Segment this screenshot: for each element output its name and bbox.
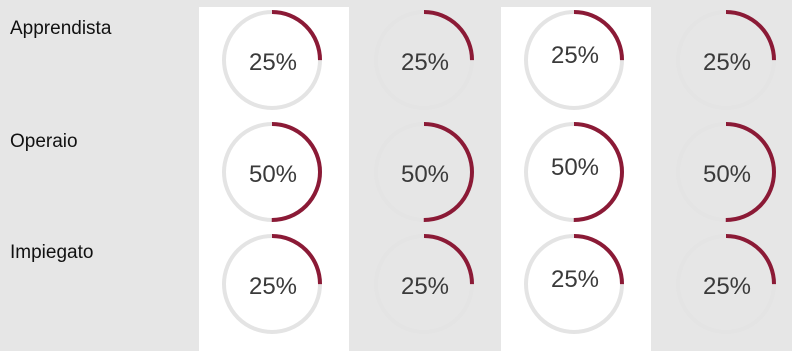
row-label-operaio: Operaio [10,131,78,152]
gauge-ring [374,122,474,222]
gauge-progress-arc [676,122,776,222]
progress-gauge: 50% [676,122,776,222]
progress-gauge: 25% [676,234,776,334]
gauge-percent-label: 25% [400,273,450,300]
gauge-progress-arc [676,234,776,334]
row-label-impiegato: Impiegato [10,242,94,263]
progress-gauge: 25% [222,10,322,110]
gauge-percent-label: 50% [248,161,298,188]
gauge-percent-label: 50% [400,161,450,188]
gauge-ring [222,10,322,110]
gauge-progress-arc [676,10,776,110]
gauge-progress-arc [524,122,624,222]
gauge-percent-label: 25% [550,266,600,293]
gauge-ring [676,234,776,334]
gauge-percent-label: 25% [550,42,600,69]
gauge-percent-label: 25% [400,49,450,76]
progress-gauge: 25% [524,234,624,334]
gauge-progress-arc [374,234,474,334]
gauge-progress-arc [222,10,322,110]
gauge-percent-label: 50% [702,161,752,188]
progress-gauge: 25% [524,10,624,110]
gauge-progress-arc [374,122,474,222]
progress-gauge: 25% [676,10,776,110]
progress-gauge: 25% [222,234,322,334]
gauge-ring [374,234,474,334]
gauge-progress-arc [524,234,624,334]
gauge-ring [374,10,474,110]
gauge-percent-label: 25% [702,273,752,300]
gauge-ring [222,122,322,222]
gauge-ring [524,10,624,110]
gauge-percent-label: 25% [248,273,298,300]
gauge-progress-arc [374,10,474,110]
progress-gauge: 25% [374,10,474,110]
progress-gauge: 50% [524,122,624,222]
progress-gauge: 50% [222,122,322,222]
gauge-ring [676,122,776,222]
gauge-ring [222,234,322,334]
gauge-ring [676,10,776,110]
gauge-progress-arc [222,122,322,222]
gauge-percent-label: 50% [550,154,600,181]
row-label-apprendista: Apprendista [10,18,112,39]
gauge-progress-arc [524,10,624,110]
progress-gauge: 50% [374,122,474,222]
gauge-ring [524,122,624,222]
progress-gauge: 25% [374,234,474,334]
gauge-ring [524,234,624,334]
gauge-percent-label: 25% [702,49,752,76]
gauge-percent-label: 25% [248,49,298,76]
gauge-progress-arc [222,234,322,334]
